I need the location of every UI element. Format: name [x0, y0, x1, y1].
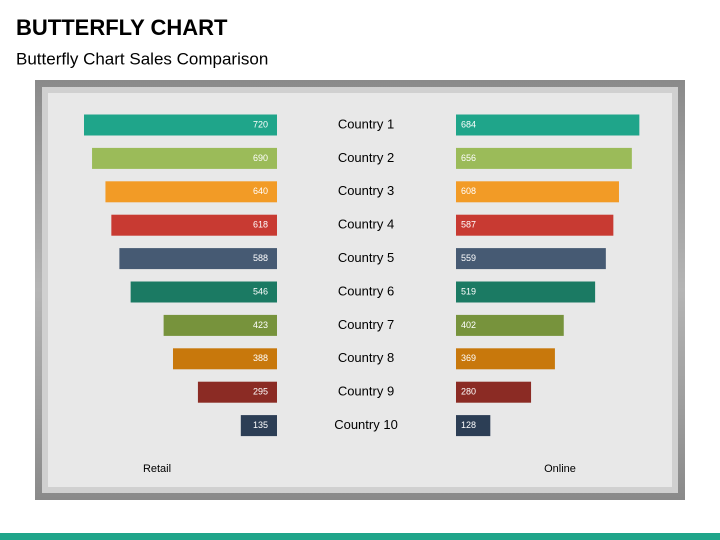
bar [456, 314, 564, 336]
value-label: 720 [253, 119, 268, 129]
bar [456, 415, 491, 437]
bar [456, 147, 632, 169]
footer-bar [0, 533, 720, 540]
bar [130, 281, 277, 303]
bar [456, 348, 555, 370]
value-label: 369 [461, 353, 476, 363]
bar [456, 281, 596, 303]
value-label: 640 [253, 186, 268, 196]
bar [172, 348, 277, 370]
value-label: 690 [253, 153, 268, 163]
value-label: 280 [461, 387, 476, 397]
value-label: 587 [461, 220, 476, 230]
bar [240, 415, 277, 437]
chart-title: BUTTERFLY CHART [16, 15, 228, 40]
bar [105, 181, 277, 203]
value-label: 546 [253, 286, 268, 296]
bar [456, 248, 606, 270]
category-label: Country 5 [338, 250, 394, 265]
value-label: 519 [461, 286, 476, 296]
category-label: Country 1 [338, 116, 394, 131]
bar [84, 114, 277, 136]
category-label: Country 4 [338, 217, 394, 232]
series-label: Online [544, 463, 576, 475]
value-label: 656 [461, 153, 476, 163]
value-label: 618 [253, 220, 268, 230]
value-label: 135 [253, 420, 268, 430]
value-label: 423 [253, 320, 268, 330]
bar [163, 314, 277, 336]
value-label: 588 [253, 253, 268, 263]
bar [456, 181, 619, 203]
category-label: Country 2 [338, 150, 394, 165]
value-label: 608 [461, 186, 476, 196]
bar [119, 248, 277, 270]
category-label: Country 6 [338, 283, 394, 298]
bar [197, 381, 277, 403]
category-label: Country 8 [338, 350, 394, 365]
value-label: 388 [253, 353, 268, 363]
category-label: Country 9 [338, 384, 394, 399]
series-label: Retail [143, 463, 171, 475]
bar [111, 214, 277, 236]
category-label: Country 10 [334, 417, 398, 432]
bar [456, 214, 614, 236]
bar [456, 381, 532, 403]
bar [456, 114, 640, 136]
bar [92, 147, 278, 169]
value-label: 295 [253, 387, 268, 397]
value-label: 684 [461, 119, 476, 129]
value-label: 402 [461, 320, 476, 330]
value-label: 128 [461, 420, 476, 430]
category-label: Country 7 [338, 317, 394, 332]
category-label: Country 3 [338, 183, 394, 198]
value-label: 559 [461, 253, 476, 263]
chart-subtitle: Butterfly Chart Sales Comparison [16, 49, 268, 68]
